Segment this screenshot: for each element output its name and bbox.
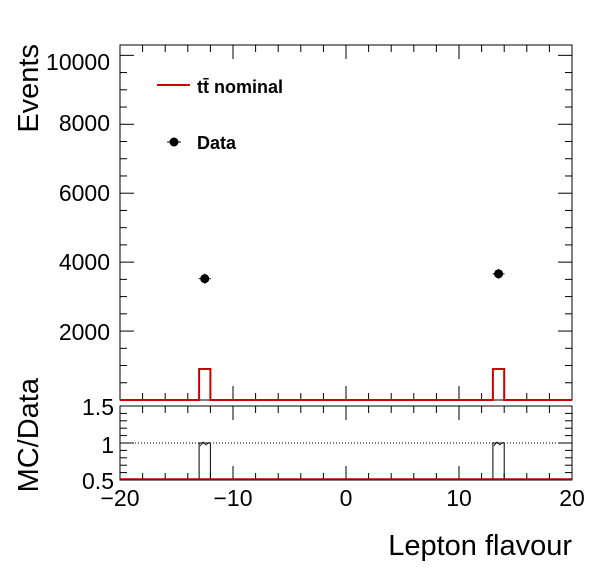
- y-tick-label: 8000: [59, 110, 110, 136]
- y-tick-label: 2000: [59, 319, 110, 345]
- ratio-uncertainty-mark: [199, 441, 210, 447]
- x-axis-title: Lepton flavour: [388, 530, 572, 562]
- data-point: [494, 269, 504, 279]
- ratio-y-axis-title: MC/Data: [13, 377, 45, 492]
- x-tick-label: 20: [559, 485, 585, 511]
- y-tick-label: 10000: [46, 49, 110, 75]
- ratio-y-tick-label: 0.5: [82, 468, 114, 494]
- ratio-y-tick-label: 1: [101, 432, 114, 458]
- ratio-plot-marks: [120, 441, 572, 480]
- ratio-uncertainty-mark: [493, 441, 504, 447]
- main-axis-ticks: [119, 45, 573, 401]
- y-tick-label: 4000: [59, 249, 110, 275]
- x-tick-label: −10: [213, 485, 252, 511]
- main-plot-marks: [120, 268, 572, 401]
- x-tick-label: 0: [340, 485, 353, 511]
- legend-label-ttbar: tt̄ nominal: [197, 77, 283, 97]
- main-plot-frame: [119, 44, 573, 401]
- data-point: [200, 274, 210, 284]
- x-tick-label: 10: [446, 485, 472, 511]
- y-axis-title: Events: [13, 44, 45, 133]
- x-tick-label: −20: [100, 485, 139, 511]
- legend-swatch-data: [169, 137, 179, 147]
- ratio-y-tick-label: 1.5: [82, 394, 114, 420]
- ratio-bar: [198, 442, 211, 480]
- ttbar-histogram: [120, 367, 572, 401]
- ratio-bar: [492, 442, 505, 480]
- y-tick-label: 6000: [59, 180, 110, 206]
- legend-label-data: Data: [197, 133, 237, 153]
